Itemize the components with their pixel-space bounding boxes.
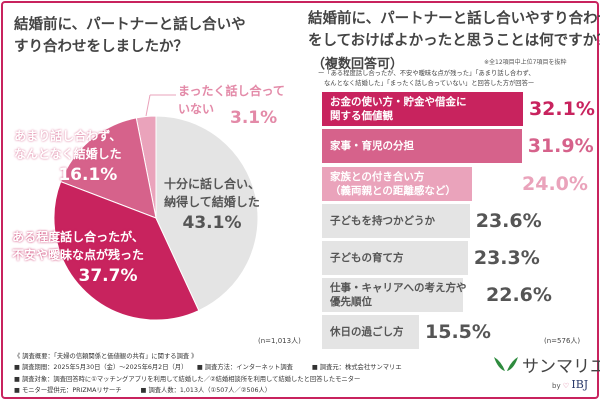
respondent-condition: ー「ある程度話し合ったが、不安や曖昧な点が残った」「あまり話し合わず、 なんとな… — [318, 69, 535, 89]
pie-label-little: あまり話し合わず、 なんとなく結婚した 16.1% — [14, 127, 122, 187]
bar-label: お金の使い方・貯金や借金に 関する価値観 — [330, 96, 467, 122]
bar-label: 子どもを持つかどうか — [330, 215, 435, 227]
pie-label-none: まったく話し合って いない 3.1% — [178, 82, 285, 128]
title-line: をしておけばよかったと思うことは何ですか？ — [308, 33, 600, 49]
bar: 仕事・キャリアへの考え方や 優先順位 22.6% — [322, 278, 552, 312]
survey-summary: 《 調査概要：「夫婦の信頼関係と価値観の共有」に関する調査 》 ■ 調査期間：2… — [14, 351, 402, 396]
bar-label: 家事・育児の分担 — [330, 140, 414, 152]
label-line: ある程度話し合ったが、 — [12, 230, 144, 244]
pie-sample-size: (n=1,013人) — [258, 337, 301, 345]
leaf-icon — [494, 357, 518, 371]
bar: 家族との付き合い方 （義両親との距離感など） 24.0% — [322, 167, 588, 201]
logo-name: サンマリエ — [522, 357, 600, 377]
by-text: by — [552, 382, 561, 390]
title-line: すり合わせをしましたか？ — [14, 39, 188, 55]
note: ※全12項目中上位7項目を抜粋 — [484, 59, 567, 66]
bar: 子どもを持つかどうか 23.6% — [322, 204, 542, 238]
bar-label: 子どもの育て方 — [330, 252, 404, 264]
pie-value: 43.1% — [182, 213, 242, 233]
bar: 子どもの育て方 23.3% — [322, 241, 540, 275]
bar-value: 31.9% — [527, 135, 594, 157]
title-line: 結婚前に、パートナーと話し合いやすり合わせ — [308, 11, 600, 27]
label-line: 不安や曖昧な点が残った — [12, 248, 145, 262]
left-question-title: 結婚前に、パートナーと話し合いや すり合わせをしましたか？ — [14, 14, 246, 58]
logo-by: by ♡ IBJ — [552, 378, 588, 391]
pie-label-full: 十分に話し合い、 納得して結婚した 43.1% — [164, 175, 260, 235]
bar: 家事・育児の分担 31.9% — [322, 129, 594, 163]
leader-line — [145, 94, 151, 117]
label-line: なんとなく結婚した — [14, 147, 122, 161]
bar-value: 15.5% — [425, 321, 491, 343]
label-line: まったく話し合って — [178, 84, 285, 98]
condition-line: ー「ある程度話し合ったが、不安や曖昧な点が残った」「あまり話し合わず、 — [318, 70, 535, 77]
footer-line: ■ モニター提供元：PRIZMAリサーチ ■ 調査人数：1,013人（①507人… — [14, 386, 272, 394]
pie-label-partial: ある程度話し合ったが、 不安や曖昧な点が残った 37.7% — [12, 228, 144, 288]
label-line: あまり話し合わず、 — [14, 129, 122, 143]
pie-value: 3.1% — [230, 108, 278, 128]
bar: 休日の過ごし方 15.5% — [322, 315, 491, 349]
pie-value: 37.7% — [78, 266, 138, 286]
bar-value: 22.6% — [486, 284, 552, 306]
bar-label: 休日の過ごし方 — [330, 326, 404, 338]
bar-label: 仕事・キャリアへの考え方や 優先順位 — [330, 282, 467, 308]
footer-line: 《 調査概要：「夫婦の信頼関係と価値観の共有」に関する調査 》 — [14, 353, 198, 360]
bar-sample-size: (n=576人) — [544, 337, 581, 345]
right-question-title: 結婚前に、パートナーと話し合いやすり合わせ をしておけばよかったと思うことは何で… — [308, 8, 600, 52]
footer-line: ■ 調査期間：2025年5月30日（金）〜2025年6月2日（月） ■ 調査方法… — [14, 364, 402, 372]
heart-icon: ♡ — [562, 382, 570, 390]
bar-value: 32.1% — [528, 98, 595, 120]
condition-line: なんとなく結婚した」「まったく話し合っていない」と回答した方が回答ー — [324, 80, 535, 87]
pie-slice — [155, 115, 259, 312]
bar: お金の使い方・貯金や借金に 関する価値観 32.1% — [322, 92, 595, 126]
label-line: 十分に話し合い、 — [164, 177, 261, 191]
label-line: いない — [178, 102, 215, 116]
bar-label: 家族との付き合い方 （義両親との距離感など） — [330, 171, 456, 197]
pie-slice — [60, 117, 157, 219]
multiple-answer-label: （複数回答可） — [312, 57, 404, 72]
bar-value: 24.0% — [522, 173, 588, 195]
ibj-brand: IBJ — [571, 378, 589, 391]
pie-slice — [53, 181, 200, 321]
title-line: 結婚前に、パートナーと話し合いや — [14, 17, 246, 33]
bar-value: 23.6% — [475, 210, 542, 232]
label-line: 納得して結婚した — [164, 195, 260, 209]
footer-line: ■ 調査対象：調査回答時に①マッチングアプリを利用して結婚した／②結婚相談所を利… — [14, 375, 361, 383]
pie-value: 16.1% — [58, 165, 118, 185]
bar-value: 23.3% — [473, 247, 540, 269]
